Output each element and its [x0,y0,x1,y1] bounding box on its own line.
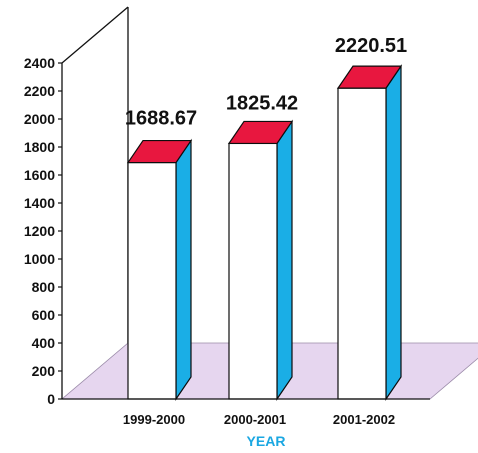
x-tick-label: 2001-2002 [333,412,395,427]
data-label: 1688.67 [125,108,197,130]
y-tick-label: 2400 [24,55,55,71]
bar-side [276,119,293,401]
y-tick-label: 1800 [24,139,55,155]
bars: 1688.67 1825.42 2220.51 [125,35,407,401]
x-tick-label: 1999-2000 [123,412,185,427]
bar-side [385,64,402,401]
y-tick-label: 1000 [24,251,55,267]
y-tick-label: 2200 [24,83,55,99]
bar-group: 2220.51 [335,35,407,401]
x-tick-label: 2000-2001 [224,412,286,427]
bar-top [336,65,403,89]
data-label: 1825.42 [226,92,298,114]
y-tick-label: 800 [32,279,56,295]
y-tick-label: 0 [47,391,55,407]
y-tick-label: 1400 [24,195,55,211]
y-tick-label: 200 [32,363,56,379]
y-axis: 0 200 400 600 800 1000 1200 1400 1600 1800 2000 220… [24,55,63,407]
bar [337,87,387,400]
bar-top [126,139,193,164]
bar-group: 1825.42 [226,92,298,401]
frame-top-edge [61,6,129,64]
y-tick-label: 600 [32,307,56,323]
y-tick-label: 400 [32,335,56,351]
x-axis-title: YEAR [247,433,286,449]
bar-group: 1688.67 [125,108,197,401]
y-tick-label: 1600 [24,167,55,183]
bar-side [175,138,192,401]
bar [228,142,278,400]
chart-frame [61,6,129,343]
y-tick-label: 1200 [24,223,55,239]
x-axis: 1999-2000 2000-2001 2001-2002 [62,398,430,427]
y-tick-label: 2000 [24,111,55,127]
data-label: 2220.51 [335,35,407,57]
bar-top [227,120,294,145]
bar [127,161,177,400]
